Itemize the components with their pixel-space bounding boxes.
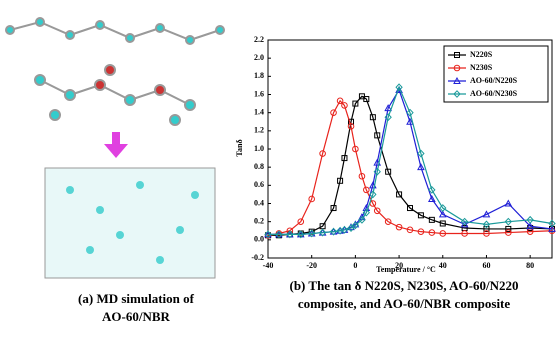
molecule-images	[6, 18, 224, 278]
legend-label: AO-60/N220S	[470, 76, 518, 85]
y-tick-label: 0.2	[254, 216, 264, 225]
x-tick-label: 20	[395, 261, 403, 270]
caption: AO-60/NBR	[102, 309, 171, 324]
y-tick-label: 0.0	[254, 235, 264, 244]
y-tick-label: 0.8	[254, 162, 264, 171]
y-tick-label: 1.6	[254, 89, 264, 98]
y-tick-label: 1.4	[254, 107, 264, 116]
y-tick-label: 2.0	[254, 53, 264, 62]
x-tick-label: 0	[353, 261, 357, 270]
y-tick-label: 0.6	[254, 180, 264, 189]
x-tick-label: -40	[263, 261, 274, 270]
x-tick-label: -20	[306, 261, 317, 270]
legend-label: N230S	[470, 63, 493, 72]
y-axis-label: Tanδ	[235, 139, 244, 156]
y-tick-label: 1.8	[254, 71, 264, 80]
x-tick-label: 80	[526, 261, 534, 270]
y-tick-label: 2.2	[254, 35, 264, 44]
series-line	[268, 96, 552, 235]
x-axis-label: Temperature / °C	[376, 265, 436, 274]
x-tick-label: 60	[482, 261, 490, 270]
caption: (b) The tan δ N220S, N230S, AO-60/N220	[290, 278, 519, 293]
y-tick-label: 1.2	[254, 126, 264, 135]
caption: composite, and AO-60/NBR composite	[298, 296, 511, 311]
y-tick-label: 0.4	[254, 198, 264, 207]
legend-label: N220S	[470, 50, 493, 59]
figure: (a) MD simulation of AO-60/NBR (b) The t…	[0, 0, 558, 354]
legend-label: AO-60/N230S	[470, 89, 518, 98]
x-tick-label: 40	[439, 261, 447, 270]
caption: (a) MD simulation of	[78, 291, 195, 306]
y-tick-label: 1.0	[254, 144, 264, 153]
